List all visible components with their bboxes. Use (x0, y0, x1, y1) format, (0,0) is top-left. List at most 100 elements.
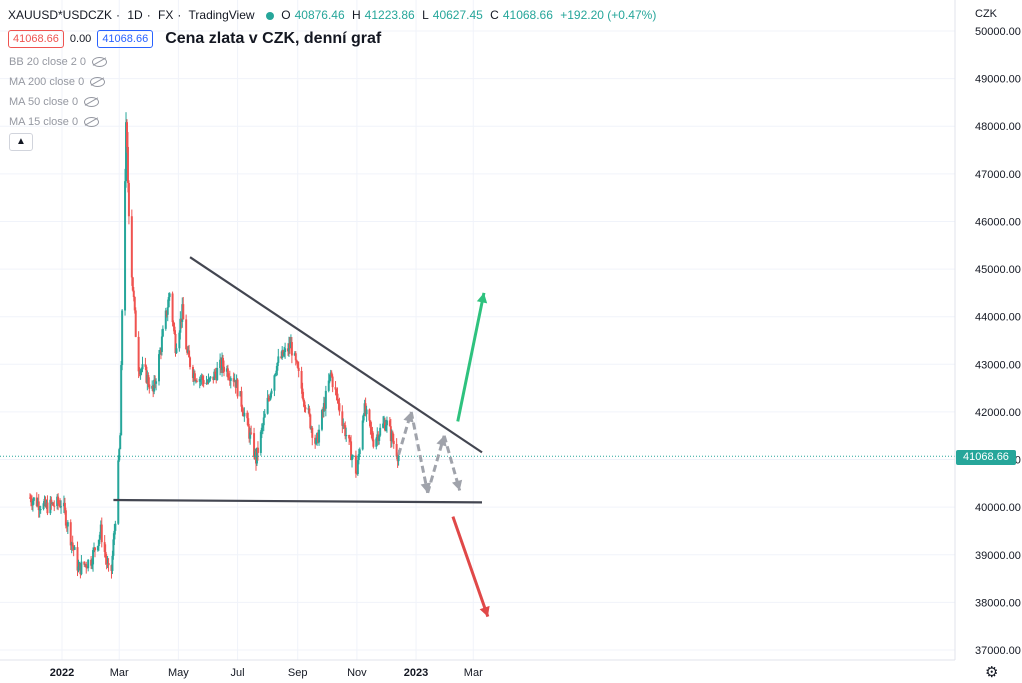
candle-body (295, 360, 298, 363)
candle-body (309, 414, 312, 429)
candle-body (284, 348, 287, 352)
candle-body (276, 362, 279, 371)
candle-body (175, 348, 178, 354)
candle-body (46, 502, 49, 514)
candle-body (240, 391, 243, 407)
candle-body (241, 406, 244, 413)
candle-body (174, 334, 177, 354)
candle-body (119, 435, 122, 450)
candle-body (290, 342, 293, 356)
candle-body (91, 564, 94, 566)
trendline (113, 498, 483, 504)
candle-body (263, 413, 266, 418)
candle-body (395, 444, 398, 457)
sell-button[interactable]: 41068.66 (8, 30, 64, 48)
eye-hidden-icon[interactable] (92, 57, 108, 67)
candle-body (188, 350, 191, 358)
open-key: O (281, 8, 291, 22)
candle-body (191, 366, 194, 379)
candle-body (232, 378, 235, 382)
candle-body (391, 432, 394, 441)
y-tick-label: 39000.00 (975, 550, 1021, 562)
indicator-ma50[interactable]: MA 50 close 0 (9, 96, 100, 108)
candle-body (354, 455, 357, 474)
bearish-arrow-head (479, 605, 490, 617)
eye-hidden-icon[interactable] (90, 77, 106, 87)
candle-body (327, 380, 330, 391)
buy-button[interactable]: 41068.66 (97, 30, 154, 48)
symbol-name[interactable]: XAUUSD*USDCZK (8, 8, 113, 22)
candle-body (208, 378, 211, 380)
candle-body (351, 456, 354, 461)
source-label: FX (158, 8, 174, 22)
candle-body (250, 432, 253, 434)
candle-body (37, 501, 40, 511)
indicator-ma200[interactable]: MA 200 close 0 (9, 76, 106, 88)
interval-label[interactable]: 1D (127, 8, 143, 22)
candle-body (236, 379, 239, 397)
x-tick-label: 2023 (404, 667, 428, 679)
candle-body (66, 522, 69, 527)
candle-body (179, 318, 182, 333)
projection-arrow (426, 435, 446, 494)
eye-hidden-icon[interactable] (84, 117, 100, 127)
candle-body (297, 367, 300, 372)
candle-body (53, 505, 56, 507)
candle-body (349, 438, 352, 442)
candle-body (209, 376, 212, 379)
candle-body (304, 407, 307, 410)
candle-body (338, 403, 341, 412)
candle-body (324, 390, 327, 409)
candle-body (145, 366, 148, 383)
candle-body (361, 420, 364, 450)
candle-body (93, 547, 96, 551)
candle-body (130, 216, 133, 278)
candle-body (247, 418, 250, 427)
candle-body (365, 409, 368, 415)
candle-body (355, 473, 358, 475)
candle-body (379, 427, 382, 436)
candle-body (294, 353, 297, 361)
candle-body (273, 375, 276, 391)
candle-body (173, 326, 176, 335)
gear-icon[interactable]: ⚙ (985, 664, 999, 681)
candle-body (141, 364, 144, 370)
candle-body (334, 387, 337, 390)
candle-body (345, 435, 348, 437)
candle-body (195, 380, 198, 382)
candle-body (303, 401, 306, 408)
candle-body (201, 376, 204, 381)
candle-body (134, 310, 137, 337)
candle-body (214, 371, 217, 374)
candle-body (118, 449, 121, 461)
candle-body (193, 373, 196, 381)
indicator-bb[interactable]: BB 20 close 2 0 (9, 56, 108, 68)
candle-body (229, 378, 232, 381)
candlestick-series (28, 112, 400, 579)
candle-body (121, 310, 124, 366)
candle-body (155, 381, 158, 384)
candle-body (69, 522, 72, 546)
candle-body (158, 354, 160, 382)
candle-body (131, 277, 134, 291)
candle-body (87, 559, 90, 569)
candle-body (171, 293, 174, 323)
candle-body (226, 368, 229, 378)
candle-body (375, 438, 378, 447)
candle-body (341, 411, 344, 426)
chevron-up-icon[interactable]: ▲ (9, 133, 33, 151)
candle-body (296, 362, 299, 368)
indicator-label: MA 50 close 0 (9, 96, 79, 108)
candle-body (260, 427, 263, 432)
candle-body (140, 369, 143, 371)
eye-hidden-icon[interactable] (84, 97, 100, 107)
candle-body (63, 502, 66, 511)
candle-body (311, 427, 314, 438)
platform-label: TradingView (188, 8, 255, 22)
candle-body (369, 420, 372, 428)
indicator-ma15[interactable]: MA 15 close 0 (9, 116, 100, 128)
candle-body (308, 408, 311, 415)
candle-body (262, 417, 265, 426)
candle-body (71, 542, 74, 547)
